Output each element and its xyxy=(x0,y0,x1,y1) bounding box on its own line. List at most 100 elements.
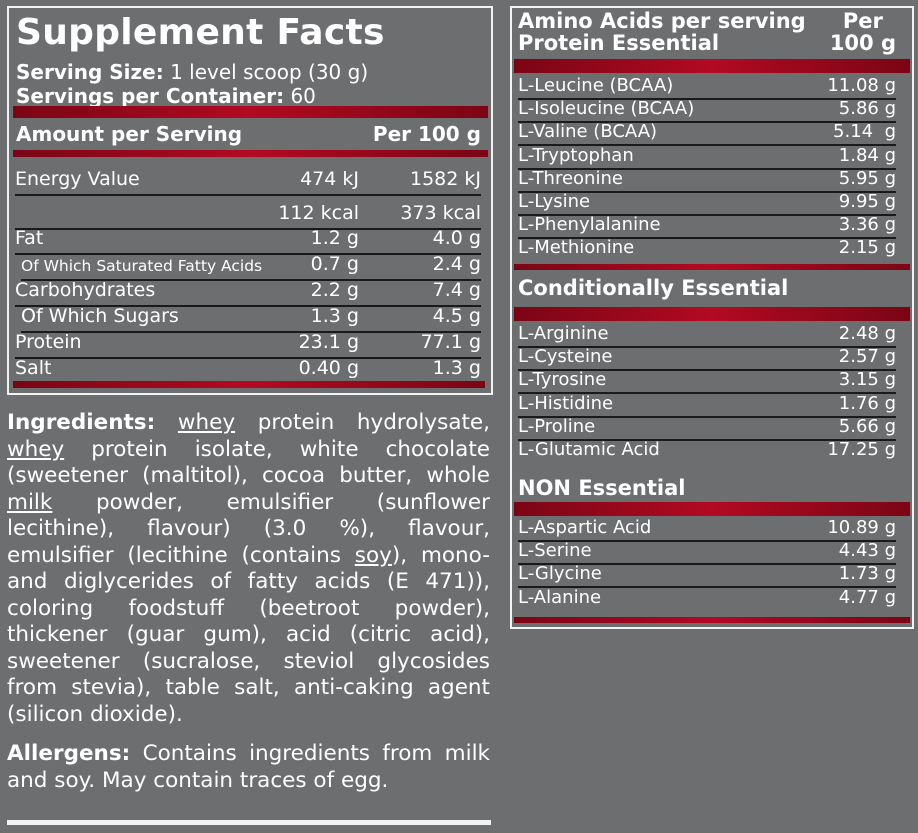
amino-row: L-Cysteine 2.57 g xyxy=(518,346,896,372)
amino-header: Amino Acids per serving Protein Essential xyxy=(518,10,806,54)
amino-name: L-Alanine xyxy=(518,586,602,608)
amino-name: L-Leucine (BCAA) xyxy=(518,75,674,96)
nutrient-label: Protein xyxy=(15,331,82,353)
amino-name: L-Proline xyxy=(518,415,596,437)
ingredients-label: Ingredients: xyxy=(7,410,156,435)
serving-size-value: 1 level scoop (30 g) xyxy=(170,60,369,84)
red-divider xyxy=(514,502,910,516)
allergens-label: Allergens: xyxy=(7,741,131,766)
nutrition-row: Salt 0.40 g 1.3 g xyxy=(15,357,481,383)
amino-value: 10.89 g xyxy=(827,517,896,538)
amino-name: L-Cysteine xyxy=(518,346,613,368)
per-serving-value: 112 kcal xyxy=(278,202,359,224)
supplement-facts-panel: Supplement Facts Serving Size: 1 level s… xyxy=(7,6,493,395)
amino-value: 2.48 g xyxy=(838,323,896,344)
per-100g-value: 373 kcal xyxy=(400,202,481,224)
amino-header-line1: Amino Acids per serving xyxy=(518,9,806,33)
per-serving-value: 23.1 g xyxy=(298,331,359,353)
per-100g-value: 4.0 g xyxy=(432,227,481,249)
servings-per-container: Servings per Container: 60 xyxy=(16,84,316,108)
per-100g-value: 2.4 g xyxy=(432,253,481,275)
amino-name: L-Tyrosine xyxy=(518,369,607,391)
amino-name: L-Glutamic Acid xyxy=(518,439,660,460)
panel-title: Supplement Facts xyxy=(16,12,385,53)
per-serving-value: 474 kJ xyxy=(300,168,359,190)
amino-name: L-Serine xyxy=(518,540,592,562)
amino-name: L-Valine (BCAA) xyxy=(518,121,658,143)
amino-row: L-Histidine 1.76 g xyxy=(518,393,896,418)
per-serving-value: 0.7 g xyxy=(310,253,359,275)
amino-name: L-Methionine xyxy=(518,237,635,259)
per-100g-value: 4.5 g xyxy=(432,305,481,327)
amino-row: L-Arginine 2.48 g xyxy=(518,323,896,348)
amino-row: L-Lysine 9.95 g xyxy=(518,191,896,216)
per-100g-value: 7.4 g xyxy=(432,279,481,301)
amino-value: 5.86 g xyxy=(838,98,896,120)
amino-row: L-Aspartic Acid 10.89 g xyxy=(518,517,896,542)
allergen-word: milk xyxy=(7,489,53,515)
amino-row: L-Isoleucine (BCAA) 5.86 g xyxy=(518,98,896,124)
nutrition-row: Energy Value 474 kJ 1582 kJ xyxy=(15,168,481,196)
allergen-word: whey xyxy=(177,410,236,435)
amino-acids-panel: Amino Acids per serving Protein Essential… xyxy=(510,6,914,629)
amino-value: 3.15 g xyxy=(838,369,896,391)
nutrient-label: Salt xyxy=(15,357,52,379)
amino-per100-header: Per 100 g xyxy=(830,10,896,54)
per-serving-value: 1.3 g xyxy=(310,305,359,327)
per-line2: 100 g xyxy=(829,31,896,55)
per100-header: Per 100 g xyxy=(372,122,481,146)
serving-size: Serving Size: 1 level scoop (30 g) xyxy=(16,60,368,84)
amino-name: L-Isoleucine (BCAA) xyxy=(518,98,695,120)
amino-value: 2.15 g xyxy=(838,237,896,259)
nutrition-row: Of Which Saturated Fatty Acids 0.7 g 2.4 g xyxy=(21,253,481,281)
amino-row: L-Tyrosine 3.15 g xyxy=(518,369,896,395)
per-serving-value: 1.2 g xyxy=(310,227,359,249)
nutrient-label: Carbohydrates xyxy=(15,279,156,301)
nutrient-label: Fat xyxy=(15,227,44,249)
ingredients-part: protein hydrolysate, xyxy=(235,410,490,435)
amino-name: L-Threonine xyxy=(518,167,623,189)
ingredients-part: protein isolate, white chocolate (sweete… xyxy=(7,436,490,489)
per-serving-value: 2.2 g xyxy=(310,279,359,301)
per-line1: Per xyxy=(842,9,883,33)
amino-row: L-Alanine 4.77 g xyxy=(518,587,896,610)
amino-value: 4.43 g xyxy=(838,540,896,562)
ingredients-part: powder, emulsifier (sunflower lecithine)… xyxy=(7,489,490,568)
nutrient-label: Of Which Sugars xyxy=(21,305,179,327)
amino-row: L-Glutamic Acid 17.25 g xyxy=(518,439,896,462)
per-100g-value: 1582 kJ xyxy=(410,168,481,190)
amino-row: L-Methionine 2.15 g xyxy=(518,237,896,260)
conditional-title: Conditionally Essential xyxy=(518,276,789,300)
amino-value: 1.84 g xyxy=(838,144,896,166)
amino-value: 9.95 g xyxy=(838,191,896,212)
servings-value: 60 xyxy=(290,84,316,108)
nutrition-row: Of Which Sugars 1.3 g 4.5 g xyxy=(21,305,481,333)
per-serving-value: 0.40 g xyxy=(298,357,359,379)
amino-row: L-Valine (BCAA) 5.14 g xyxy=(518,121,896,147)
nutrient-label: Of Which Saturated Fatty Acids xyxy=(21,257,263,275)
bottom-divider xyxy=(7,820,491,825)
allergen-word: whey xyxy=(7,436,65,462)
red-divider xyxy=(13,150,488,157)
amino-name: L-Tryptophan xyxy=(518,144,634,166)
amino-row: L-Threonine 5.95 g xyxy=(518,168,896,193)
red-divider xyxy=(514,617,910,623)
amino-row: L-Serine 4.43 g xyxy=(518,540,896,566)
amino-name: L-Aspartic Acid xyxy=(518,517,652,538)
allergens-value: Contains ingredients from milk and soy. … xyxy=(7,741,490,793)
amino-value: 3.36 g xyxy=(838,214,896,236)
amino-value: 1.76 g xyxy=(838,392,896,414)
amino-value: 5.95 g xyxy=(838,167,896,189)
amino-name: L-Lysine xyxy=(518,191,591,212)
allergens-text: Allergens: Contains ingredients from mil… xyxy=(7,741,490,794)
non-essential-title: NON Essential xyxy=(518,476,686,500)
amino-value: 11.08 g xyxy=(827,75,896,96)
allergen-word: soy xyxy=(354,542,392,568)
amino-row: L-Leucine (BCAA) 11.08 g xyxy=(518,75,896,100)
amino-row: L-Glycine 1.73 g xyxy=(518,563,896,589)
red-divider xyxy=(514,59,910,73)
per-100g-value: 77.1 g xyxy=(420,331,481,353)
red-divider xyxy=(514,307,910,321)
red-divider xyxy=(13,106,488,118)
nutrition-row: Carbohydrates 2.2 g 7.4 g xyxy=(15,279,481,307)
